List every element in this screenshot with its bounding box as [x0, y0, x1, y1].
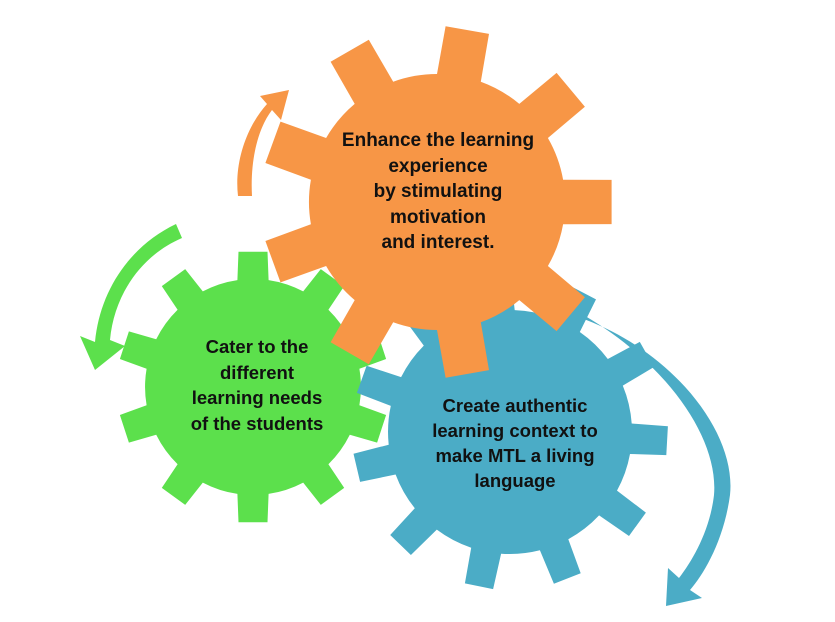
green-gear-line: different: [220, 361, 294, 383]
blue-gear-line: language: [474, 470, 556, 491]
green-gear-line: of the students: [190, 412, 324, 434]
arrow-layer: [80, 90, 731, 606]
green-curved-arrow: [80, 224, 182, 370]
gear-layer: [119, 26, 668, 590]
orange-curved-arrow: [237, 90, 289, 196]
green-gear: [119, 251, 387, 523]
orange-gear-line: by stimulating: [373, 181, 503, 202]
orange-gear: [265, 26, 612, 378]
blue-gear-line: make MTL a living: [435, 445, 595, 466]
orange-gear-line: and interest.: [381, 232, 495, 253]
orange-gear-line: Enhance the learning: [341, 130, 535, 151]
blue-gear: [353, 274, 668, 590]
green-gear-line: Cater to the: [205, 336, 309, 357]
orange-gear-line: experience: [388, 155, 488, 177]
blue-gear-line: learning context to: [432, 420, 598, 441]
blue-gear-line: Create authentic: [442, 395, 588, 416]
green-gear-label: Cater to the different learning needs of…: [162, 334, 352, 436]
orange-gear-line: motivation: [389, 206, 487, 228]
orange-gear-label: Enhance the learning experience by stimu…: [318, 128, 558, 256]
blue-gear-label: Create authentic learning context to mak…: [405, 393, 625, 493]
green-gear-line: learning needs: [191, 387, 323, 408]
